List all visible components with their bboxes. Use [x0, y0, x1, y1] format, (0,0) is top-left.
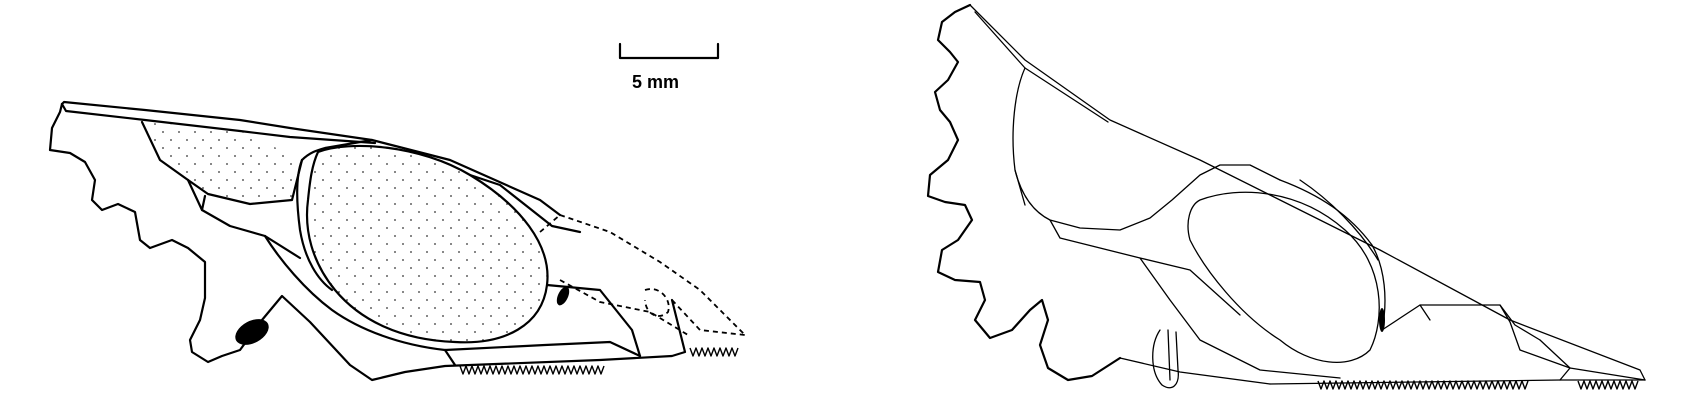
right-upper-opening — [1013, 68, 1280, 230]
left-skull-drawing — [50, 102, 745, 380]
scale-bar — [620, 44, 718, 58]
left-teeth-row — [460, 366, 604, 374]
scale-bar-label: 5 mm — [632, 72, 679, 93]
right-orbit — [1188, 192, 1379, 362]
right-skull-drawing — [928, 5, 1645, 389]
right-skull-outline — [928, 5, 1120, 380]
